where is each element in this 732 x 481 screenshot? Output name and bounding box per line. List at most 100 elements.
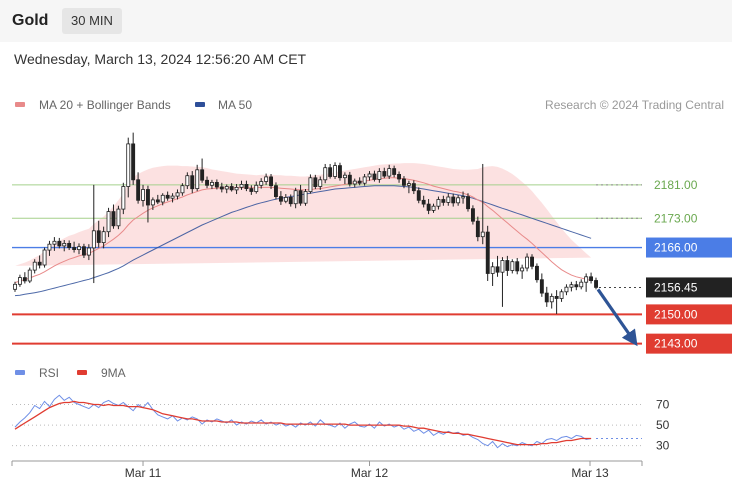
- candle-body: [441, 199, 446, 203]
- asset-name: Gold: [12, 12, 49, 29]
- timeframe-selector[interactable]: 30 MIN: [62, 8, 122, 34]
- candle: [244, 180, 249, 192]
- candle-body: [77, 246, 81, 250]
- ma20-legend-label: MA 20 + Bollinger Bands: [39, 98, 171, 112]
- forecast-arrow: [596, 288, 638, 347]
- x-tick-label: Mar 11: [125, 466, 162, 480]
- candle: [278, 191, 283, 205]
- last-price-box: [646, 277, 732, 298]
- candle-body: [229, 186, 234, 191]
- candle: [190, 171, 195, 194]
- candle: [337, 162, 342, 181]
- candle-body: [342, 174, 347, 179]
- chart-header: Gold 30 MIN: [0, 0, 732, 42]
- candle-body: [539, 279, 544, 294]
- candle: [160, 193, 165, 206]
- candle: [96, 220, 101, 248]
- candle: [42, 247, 47, 268]
- candle-body: [205, 179, 209, 186]
- candle: [185, 172, 190, 190]
- candle: [298, 184, 303, 206]
- candle-body: [559, 291, 564, 299]
- candle: [426, 199, 431, 215]
- rsi-legend-label: RSI: [39, 366, 59, 380]
- rsi-level-label: 30: [656, 439, 670, 453]
- rsi-level-label: 70: [656, 398, 670, 412]
- candle-body: [67, 242, 72, 248]
- candle-body: [160, 194, 165, 203]
- candle-body: [357, 180, 362, 184]
- candle: [544, 286, 549, 307]
- candle: [17, 274, 22, 287]
- candle-body: [308, 177, 313, 193]
- candle: [145, 185, 150, 223]
- candle-body: [42, 249, 47, 266]
- candle-body: [584, 276, 589, 283]
- level-label-box: [646, 304, 732, 325]
- candle: [510, 259, 515, 274]
- candle-body: [382, 171, 387, 177]
- candle: [520, 264, 525, 279]
- candle: [72, 241, 77, 253]
- candle-body: [416, 190, 421, 201]
- candle: [308, 174, 313, 194]
- candle: [293, 187, 298, 209]
- candle: [401, 176, 406, 189]
- candle: [461, 191, 465, 204]
- candle: [303, 189, 308, 206]
- candle-body: [475, 220, 480, 238]
- candle-body: [530, 256, 534, 267]
- candle: [13, 281, 17, 292]
- candle: [195, 164, 200, 192]
- candle: [155, 194, 160, 205]
- candle: [352, 178, 357, 188]
- candle-body: [397, 173, 401, 180]
- candle: [328, 163, 333, 179]
- candle-body: [13, 283, 17, 290]
- candle: [106, 207, 111, 238]
- candle-body: [22, 277, 27, 282]
- candle: [446, 193, 451, 206]
- candle-body: [470, 208, 475, 222]
- candle-body: [554, 295, 559, 299]
- candle: [416, 187, 421, 204]
- candle: [490, 262, 495, 286]
- candle: [175, 189, 180, 200]
- candle: [589, 272, 593, 284]
- candle-body: [347, 174, 352, 185]
- candle-body: [569, 284, 574, 288]
- candle-body: [303, 191, 308, 204]
- rsi-level-label: 50: [656, 418, 670, 432]
- bollinger-band-area: [15, 163, 592, 266]
- candle: [82, 243, 86, 258]
- candle-body: [337, 165, 342, 179]
- candle: [27, 267, 32, 284]
- candle-body: [259, 181, 264, 186]
- candle: [165, 191, 170, 201]
- x-tick-label: Mar 12: [351, 466, 389, 480]
- candle: [456, 194, 461, 206]
- candle-body: [278, 196, 283, 202]
- candle: [131, 132, 136, 185]
- candle: [121, 182, 126, 215]
- candle-body: [362, 176, 367, 184]
- ma50-line: [14, 185, 592, 297]
- candle-body: [525, 256, 529, 269]
- candle-body: [352, 180, 357, 185]
- candle: [273, 182, 278, 200]
- candle-body: [500, 260, 505, 273]
- candle-body: [456, 197, 461, 204]
- candle: [515, 257, 520, 275]
- candle: [62, 240, 67, 252]
- candle-body: [264, 176, 269, 182]
- candle-body: [136, 179, 141, 201]
- ma9-legend-swatch: [77, 370, 87, 375]
- ma50-legend-swatch: [195, 102, 205, 107]
- candle: [554, 290, 559, 314]
- candle: [313, 174, 318, 190]
- last-price-label: 2156.45: [654, 280, 698, 294]
- candle-body: [579, 281, 584, 288]
- candle: [116, 205, 121, 230]
- candle-body: [377, 171, 382, 180]
- rsi-panel: 70 50 30: [12, 394, 670, 453]
